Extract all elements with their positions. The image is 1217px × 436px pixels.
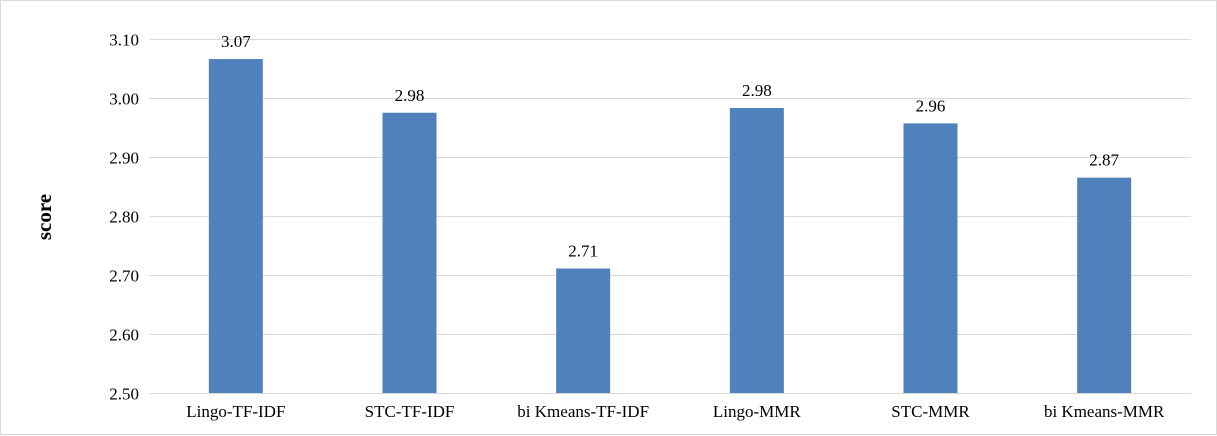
y-tick-label: 3.10 bbox=[109, 31, 139, 50]
data-label: 2.98 bbox=[742, 81, 772, 100]
data-label: 2.96 bbox=[916, 96, 946, 115]
y-axis-title: score bbox=[32, 194, 56, 240]
y-tick-label: 3.00 bbox=[109, 90, 139, 109]
y-tick-label: 2.60 bbox=[109, 326, 139, 345]
bar bbox=[382, 112, 437, 393]
x-tick-label: bi Kmeans-TF-IDF bbox=[517, 402, 649, 421]
bar bbox=[903, 123, 958, 394]
x-tick-label: STC-MMR bbox=[891, 402, 970, 421]
data-label: 2.98 bbox=[395, 86, 425, 105]
y-tick-label: 2.50 bbox=[109, 385, 139, 404]
data-label: 3.07 bbox=[221, 32, 251, 51]
x-tick-label: Lingo-TF-IDF bbox=[186, 402, 285, 421]
bars bbox=[208, 59, 1132, 394]
x-tick-label: STC-TF-IDF bbox=[365, 402, 455, 421]
bar bbox=[729, 108, 784, 393]
x-tick-label: bi Kmeans-MMR bbox=[1044, 402, 1165, 421]
x-tick-label: Lingo-MMR bbox=[713, 402, 802, 421]
data-label: 2.87 bbox=[1089, 151, 1119, 170]
y-tick-label: 2.70 bbox=[109, 267, 139, 286]
x-axis-ticks: Lingo-TF-IDF STC-TF-IDF bi Kmeans-TF-IDF Li… bbox=[186, 402, 1165, 421]
data-labels: 3.07 2.98 2.71 2.98 2.96 2.87 bbox=[221, 32, 1120, 260]
y-tick-label: 2.80 bbox=[109, 208, 139, 227]
y-tick-label: 2.90 bbox=[109, 149, 139, 168]
y-axis-ticks: 2.50 2.60 2.70 2.80 2.90 3.00 3.10 bbox=[109, 31, 139, 404]
bar bbox=[208, 59, 263, 394]
gridlines bbox=[149, 39, 1191, 394]
bar bbox=[1077, 177, 1132, 393]
data-label: 2.71 bbox=[568, 242, 598, 261]
bar bbox=[556, 268, 611, 393]
